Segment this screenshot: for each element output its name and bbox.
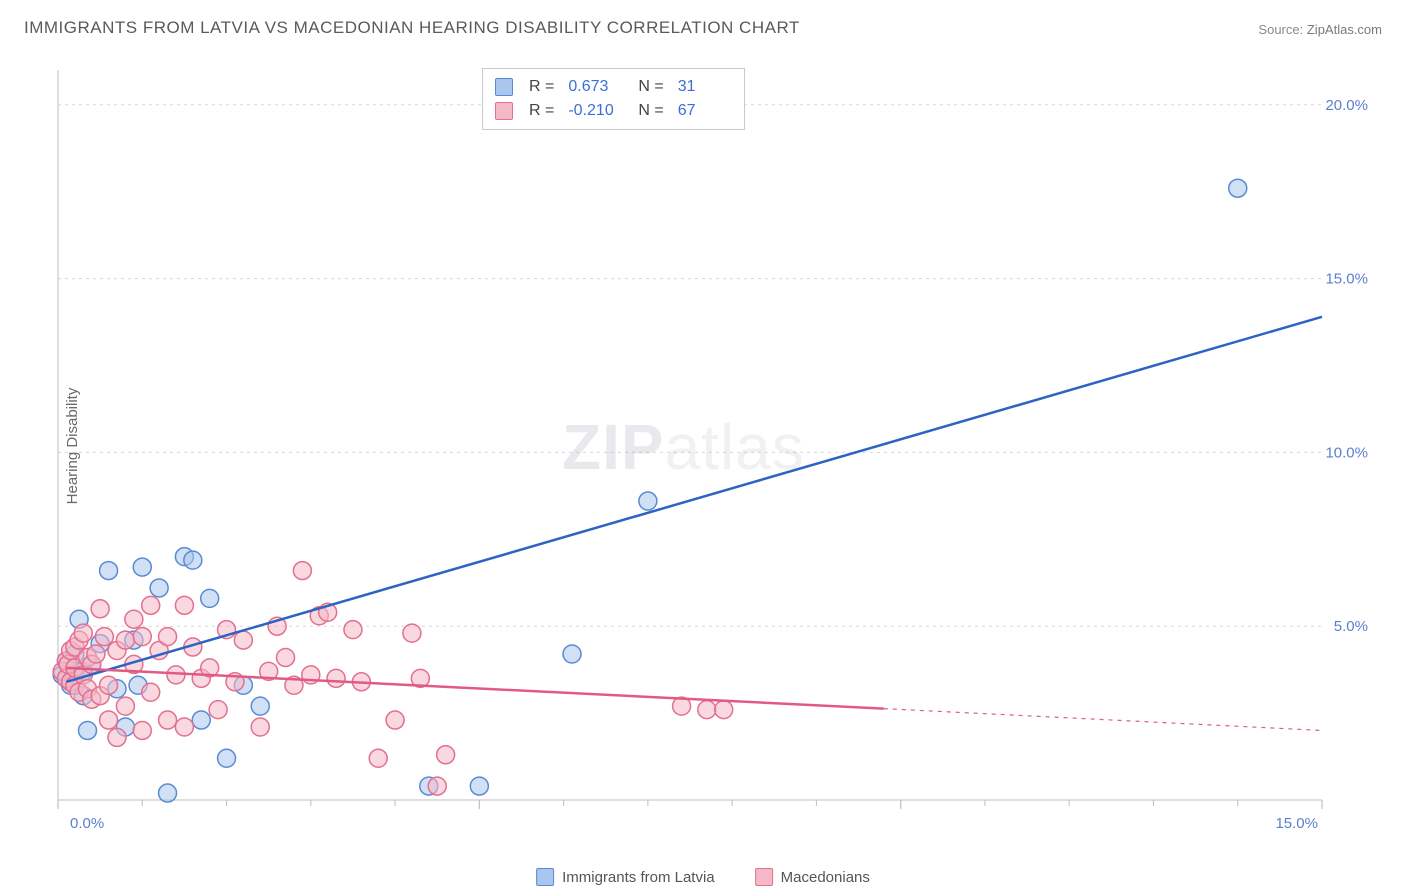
scatter-point [116, 631, 134, 649]
chart-svg: 0.0% 15.0% 5.0% 10.0% 15.0% 20.0% [52, 60, 1382, 840]
scatter-point [133, 721, 151, 739]
scatter-point [277, 648, 295, 666]
x-tick-label: 0.0% [70, 815, 104, 832]
scatter-point [74, 624, 92, 642]
scatter-point [1229, 179, 1247, 197]
scatter-point [563, 645, 581, 663]
scatter-point [437, 746, 455, 764]
scatter-point [209, 701, 227, 719]
n-value: 31 [678, 75, 732, 99]
scatter-point [344, 621, 362, 639]
source-value: ZipAtlas.com [1307, 22, 1382, 37]
stats-row: R = -0.210 N = 67 [495, 99, 732, 123]
r-label: R = [529, 99, 554, 123]
scatter-point [159, 711, 177, 729]
scatter-point [108, 728, 126, 746]
scatter-point [184, 551, 202, 569]
scatter-point [715, 701, 733, 719]
scatter-point [133, 628, 151, 646]
scatter-point [201, 589, 219, 607]
y-tick-label: 15.0% [1325, 271, 1368, 288]
legend-item: Immigrants from Latvia [536, 868, 715, 886]
chart-title: IMMIGRANTS FROM LATVIA VS MACEDONIAN HEA… [24, 18, 800, 38]
legend-label: Macedonians [781, 869, 870, 886]
stats-row: R = 0.673 N = 31 [495, 75, 732, 99]
scatter-point [125, 610, 143, 628]
scatter-point [133, 558, 151, 576]
scatter-point [159, 628, 177, 646]
scatter-point [698, 701, 716, 719]
regression-line [66, 668, 883, 709]
n-value: 67 [678, 99, 732, 123]
scatter-point [78, 721, 96, 739]
x-tick-label: 15.0% [1275, 815, 1318, 832]
scatter-point [100, 562, 118, 580]
y-tick-label: 5.0% [1334, 618, 1368, 635]
scatter-point [218, 749, 236, 767]
correlation-stats-box: R = 0.673 N = 31 R = -0.210 N = 67 [482, 68, 745, 130]
scatter-point [369, 749, 387, 767]
scatter-point [470, 777, 488, 795]
scatter-point [116, 697, 134, 715]
series-swatch [536, 868, 554, 886]
y-tick-label: 10.0% [1325, 444, 1368, 461]
legend-label: Immigrants from Latvia [562, 869, 715, 886]
regression-line-extrapolated [884, 709, 1322, 731]
scatter-point [159, 784, 177, 802]
scatter-point [386, 711, 404, 729]
scatter-point [175, 596, 193, 614]
scatter-point [100, 676, 118, 694]
scatter-point [100, 711, 118, 729]
scatter-point [293, 562, 311, 580]
scatter-point [95, 628, 113, 646]
scatter-point [175, 718, 193, 736]
scatter-point [327, 669, 345, 687]
regression-line [66, 317, 1322, 682]
chart-plot-area: 0.0%15.0%5.0%10.0%15.0%20.0% ZIPatlas R … [52, 60, 1382, 840]
scatter-point [150, 579, 168, 597]
source-attribution: Source: ZipAtlas.com [1258, 22, 1382, 37]
scatter-point [251, 697, 269, 715]
r-value: 0.673 [568, 75, 622, 99]
scatter-point [428, 777, 446, 795]
series-swatch [755, 868, 773, 886]
scatter-point [403, 624, 421, 642]
scatter-point [142, 683, 160, 701]
r-value: -0.210 [568, 99, 622, 123]
scatter-point [192, 711, 210, 729]
n-label: N = [638, 99, 663, 123]
series-swatch [495, 102, 513, 120]
scatter-point [91, 600, 109, 618]
bottom-legend: Immigrants from Latvia Macedonians [536, 868, 870, 886]
scatter-point [142, 596, 160, 614]
series-swatch [495, 78, 513, 96]
scatter-point [234, 631, 252, 649]
scatter-point [639, 492, 657, 510]
scatter-point [87, 645, 105, 663]
source-label: Source: [1258, 22, 1303, 37]
y-tick-label: 20.0% [1325, 97, 1368, 114]
scatter-point [251, 718, 269, 736]
r-label: R = [529, 75, 554, 99]
legend-item: Macedonians [755, 868, 870, 886]
n-label: N = [638, 75, 663, 99]
